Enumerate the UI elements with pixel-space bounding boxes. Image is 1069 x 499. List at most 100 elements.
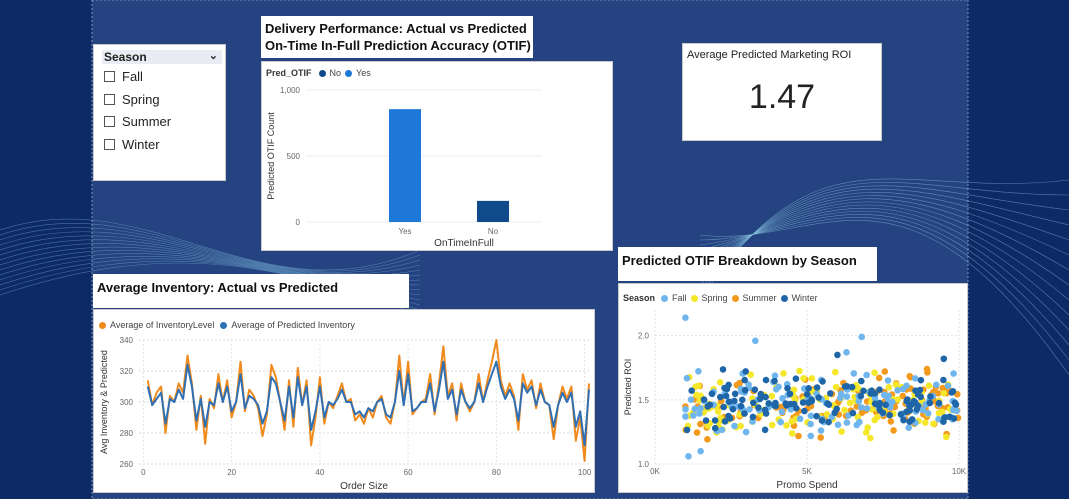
scatter-point xyxy=(843,349,850,356)
scatter-legend-summer: Summer xyxy=(742,293,777,303)
season-slicer-header[interactable]: Season ⌄ xyxy=(102,50,222,64)
y-tick-label: 260 xyxy=(120,460,134,469)
x-tick-label: 100 xyxy=(578,468,592,477)
scatter-point xyxy=(823,411,831,418)
otif-legend-title: Pred_OTIF xyxy=(266,68,312,78)
y-axis-label: Predicted ROI xyxy=(623,359,633,416)
checkbox-icon[interactable] xyxy=(104,94,115,105)
inventory-chart-title-box: Average Inventory: Actual vs Predicted xyxy=(93,274,409,308)
scatter-point xyxy=(725,398,733,405)
y-axis-label: Avg Inventory & Predicted xyxy=(99,350,109,454)
season-option-label: Spring xyxy=(122,92,160,107)
scatter-point xyxy=(808,397,815,405)
season-option-fall[interactable]: Fall xyxy=(104,69,143,84)
checkbox-icon[interactable] xyxy=(104,139,115,150)
scatter-point xyxy=(702,417,710,424)
scatter-point xyxy=(690,412,697,419)
scatter-point xyxy=(790,386,798,394)
wave-line-right xyxy=(699,191,1069,281)
scatter-point xyxy=(855,397,863,405)
legend-dot-spring xyxy=(690,294,698,302)
season-option-label: Fall xyxy=(122,69,143,84)
scatter-point xyxy=(858,377,865,385)
scatter-point xyxy=(905,424,912,431)
chevron-down-icon[interactable]: ⌄ xyxy=(208,50,218,62)
scatter-point xyxy=(857,404,865,411)
scatter-point xyxy=(863,405,871,412)
wave-line-right xyxy=(699,201,1069,286)
inventory-chart-title: Average Inventory: Actual vs Predicted xyxy=(97,280,339,295)
scatter-point xyxy=(911,375,919,382)
scatter-point xyxy=(693,429,701,436)
scatter-point xyxy=(786,390,794,398)
scatter-point xyxy=(731,390,739,398)
checkbox-icon[interactable] xyxy=(104,116,115,127)
season-option-summer[interactable]: Summer xyxy=(104,114,171,129)
wave-line-right xyxy=(699,188,1069,286)
scatter-point xyxy=(927,393,934,400)
scatter-point xyxy=(808,375,816,382)
scatter-chart-title: Predicted OTIF Breakdown by Season xyxy=(622,253,857,268)
scatter-point xyxy=(736,379,743,387)
scatter-point xyxy=(708,390,716,397)
otif-chart-title-line2: On-Time In-Full Prediction Accuracy (OTI… xyxy=(265,38,531,53)
scatter-point xyxy=(761,406,769,414)
otif-bar-chart[interactable]: Pred_OTIF No Yes 0 500 1,000 Yes No OnTimeInF… xyxy=(261,61,613,251)
scatter-point xyxy=(817,434,824,441)
season-slicer-title: Season xyxy=(104,50,147,64)
otif-season-scatter-chart[interactable]: Season Fall Spring Summer Winter 1.0 1.5 2… xyxy=(618,283,968,493)
scatter-point xyxy=(796,367,803,375)
y-tick-label: 320 xyxy=(120,367,134,376)
scatter-point xyxy=(725,412,732,420)
scatter-point xyxy=(784,385,791,392)
scatter-point xyxy=(913,406,921,413)
scatter-legend-spring: Spring xyxy=(701,293,728,303)
scatter-point xyxy=(867,390,875,397)
scatter-point xyxy=(886,411,893,419)
scatter-point xyxy=(683,374,691,382)
scatter-point xyxy=(772,399,779,407)
scatter-point xyxy=(813,412,820,420)
scatter-point xyxy=(862,429,870,436)
scatter-point xyxy=(736,411,743,418)
x-tick-label: 10K xyxy=(952,467,967,476)
scatter-point xyxy=(803,391,811,398)
scatter-point xyxy=(722,392,730,400)
scatter-point xyxy=(899,392,907,400)
scatter-point xyxy=(884,377,892,384)
legend-dot-predicted xyxy=(220,321,228,329)
scatter-point xyxy=(832,383,840,391)
scatter-point xyxy=(919,406,927,414)
scatter-point xyxy=(771,377,778,385)
scatter-point xyxy=(924,410,932,417)
scatter-point xyxy=(873,413,881,421)
scatter-point xyxy=(704,422,712,429)
bar xyxy=(477,200,509,222)
inventory-line-chart[interactable]: Average of InventoryLevel Average of Pre… xyxy=(93,309,595,493)
scatter-point xyxy=(739,396,746,404)
season-option-spring[interactable]: Spring xyxy=(104,92,160,107)
scatter-point xyxy=(741,386,749,394)
checkbox-icon[interactable] xyxy=(104,71,115,82)
y-tick-label: 1.5 xyxy=(638,396,650,405)
season-option-winter[interactable]: Winter xyxy=(104,137,160,152)
scatter-point xyxy=(697,447,704,455)
scatter-point xyxy=(696,410,703,417)
y-tick-label: 300 xyxy=(120,398,134,407)
scatter-point xyxy=(778,408,786,416)
scatter-point xyxy=(853,421,861,429)
otif-legend-no: No xyxy=(329,68,342,78)
scatter-point xyxy=(779,395,786,402)
x-tick-label: 5K xyxy=(802,467,812,476)
otif-chart-title-box: Delivery Performance: Actual vs Predicte… xyxy=(261,16,533,58)
x-tick-label: 20 xyxy=(227,468,236,477)
scatter-point xyxy=(944,382,952,390)
scatter-point xyxy=(889,398,896,406)
scatter-point xyxy=(729,405,737,413)
scatter-point xyxy=(719,366,727,373)
wave-line-left xyxy=(0,231,421,275)
scatter-point xyxy=(762,376,770,384)
scatter-point xyxy=(682,314,689,321)
scatter-point xyxy=(879,409,887,416)
scatter-point xyxy=(843,419,851,426)
